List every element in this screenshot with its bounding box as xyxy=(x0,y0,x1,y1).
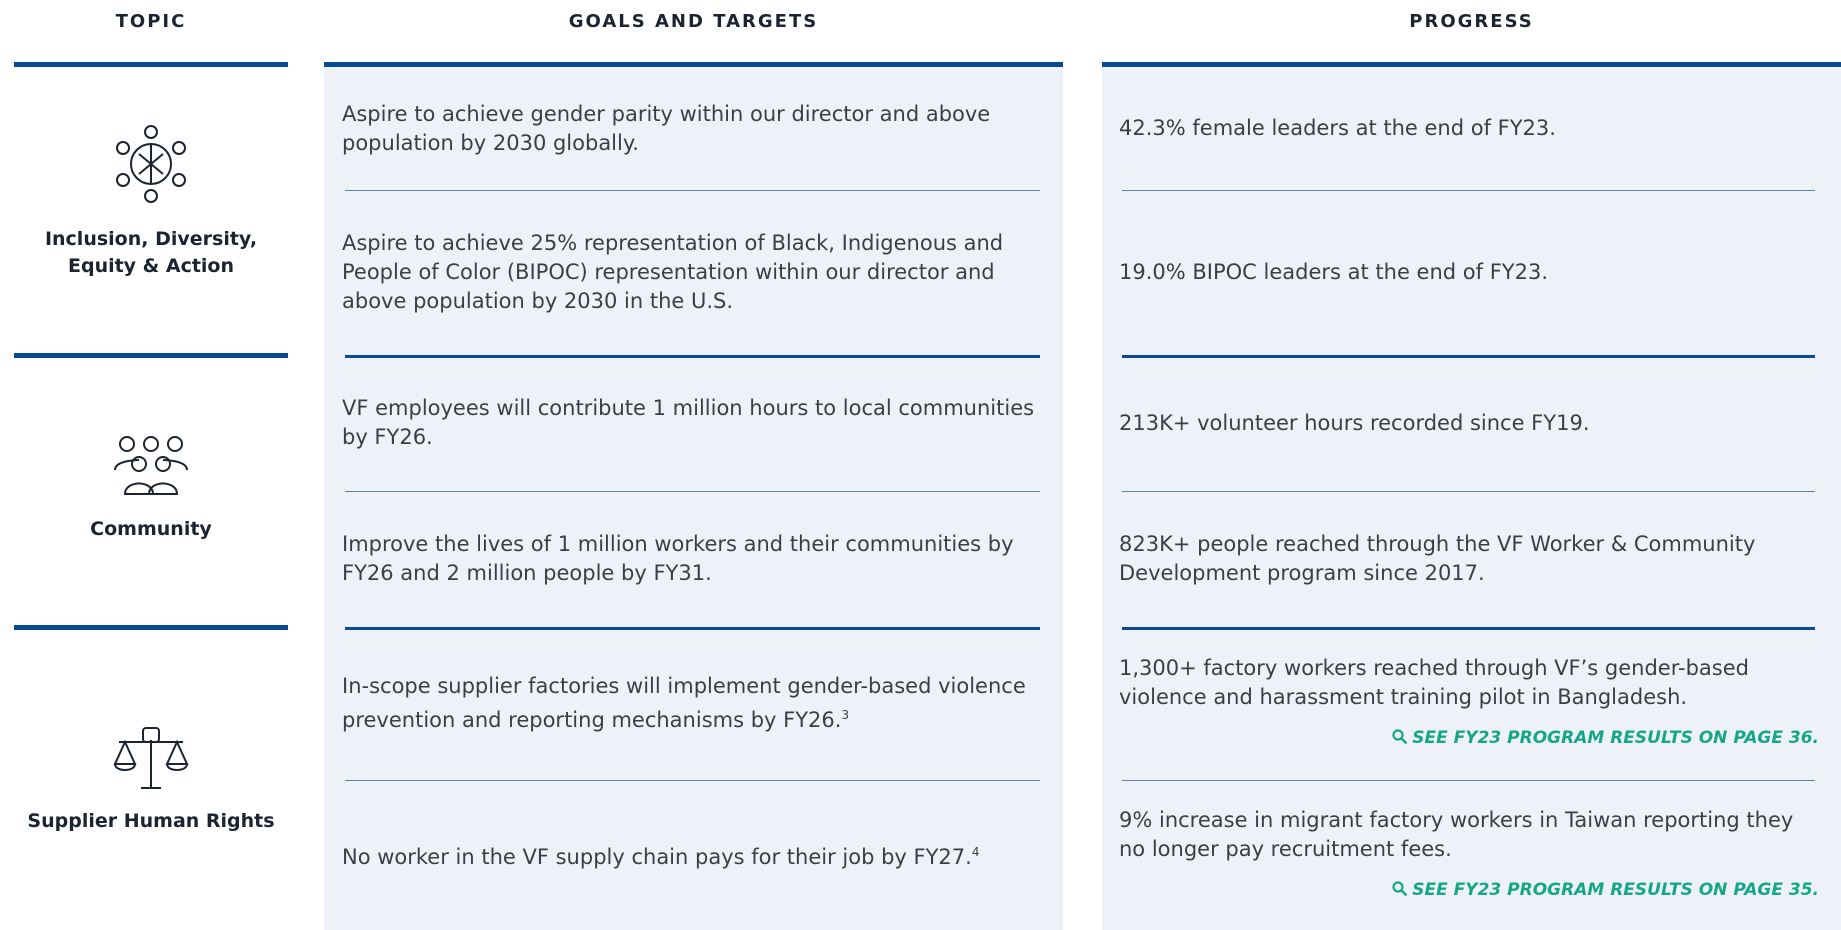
row-separator xyxy=(1122,355,1815,358)
goal: VF employees will contribute 1 million h… xyxy=(342,396,1035,449)
row-separator xyxy=(345,780,1040,781)
goal-text: Improve the lives of 1 million workers a… xyxy=(342,530,1042,588)
goal-text: No worker in the VF supply chain pays fo… xyxy=(342,838,979,872)
progress-cell: 1,300+ factory workers reached through V… xyxy=(1119,627,1819,780)
goal-cell: In-scope supplier factories will impleme… xyxy=(342,627,1042,780)
progress: 823K+ people reached through the VF Work… xyxy=(1119,532,1756,585)
progress-text: 823K+ people reached through the VF Work… xyxy=(1119,530,1819,588)
progress-cell: 19.0% BIPOC leaders at the end of FY23. xyxy=(1119,190,1819,355)
goal: In-scope supplier factories will impleme… xyxy=(342,674,1026,732)
goal: Improve the lives of 1 million workers a… xyxy=(342,532,1014,585)
row-separator xyxy=(1122,190,1815,191)
goal-text: Aspire to achieve gender parity within o… xyxy=(342,100,1042,158)
icon-diversity xyxy=(116,125,186,203)
progress: 1,300+ factory workers reached through V… xyxy=(1119,656,1749,709)
goal-text: In-scope supplier factories will impleme… xyxy=(342,672,1042,735)
goal-cell: VF employees will contribute 1 million h… xyxy=(342,355,1042,491)
progress-text: 42.3% female leaders at the end of FY23. xyxy=(1119,114,1819,143)
row-separator xyxy=(1122,780,1815,781)
search-icon xyxy=(1392,880,1408,896)
row-separator xyxy=(1122,627,1815,630)
topic-label: Supplier Human Rights xyxy=(27,810,275,832)
progress-text: 19.0% BIPOC leaders at the end of FY23. xyxy=(1119,258,1819,287)
icon-scales xyxy=(113,727,189,789)
progress-panel xyxy=(1102,62,1841,930)
goal-cell: Aspire to achieve 25% representation of … xyxy=(342,190,1042,355)
goal-text: Aspire to achieve 25% representation of … xyxy=(342,229,1042,316)
link-text: SEE FY23 PROGRAM RESULTS ON PAGE 35. xyxy=(1412,879,1819,900)
progress-cell: 9% increase in migrant factory workers i… xyxy=(1119,780,1819,930)
progress-text: 1,300+ factory workers reached through V… xyxy=(1119,654,1819,753)
progress-text: 213K+ volunteer hours recorded since FY1… xyxy=(1119,409,1819,438)
search-icon xyxy=(1392,729,1408,745)
progress: 19.0% BIPOC leaders at the end of FY23. xyxy=(1119,260,1549,284)
progress: 9% increase in migrant factory workers i… xyxy=(1119,807,1794,861)
topic-rule xyxy=(14,62,288,67)
goal-cell: No worker in the VF supply chain pays fo… xyxy=(342,780,1042,930)
row-separator xyxy=(345,491,1040,492)
topic-rule xyxy=(14,353,288,358)
row-separator xyxy=(345,355,1040,358)
header: PROGRESS xyxy=(1409,11,1534,32)
progress-cell: 42.3% female leaders at the end of FY23. xyxy=(1119,67,1819,190)
progress: 42.3% female leaders at the end of FY23. xyxy=(1119,116,1556,140)
goal: Aspire to achieve gender parity within o… xyxy=(342,101,991,155)
goal-cell: Improve the lives of 1 million workers a… xyxy=(342,491,1042,627)
footnote: 3 xyxy=(841,708,850,722)
header: TOPIC xyxy=(115,11,187,32)
goal-cell: Aspire to achieve gender parity within o… xyxy=(342,67,1042,190)
link[interactable]: SEE FY23 PROGRAM RESULTS ON PAGE 35. xyxy=(1119,876,1819,905)
goal: No worker in the VF supply chain pays fo… xyxy=(342,845,972,869)
goal-text: VF employees will contribute 1 million h… xyxy=(342,394,1042,452)
progress-text: 9% increase in migrant factory workers i… xyxy=(1119,806,1819,905)
row-separator xyxy=(345,627,1040,630)
topic-label: Community xyxy=(90,518,212,540)
row-separator xyxy=(345,190,1040,191)
progress-cell: 213K+ volunteer hours recorded since FY1… xyxy=(1119,355,1819,491)
header: GOALS AND TARGETS xyxy=(568,11,819,32)
link[interactable]: SEE FY23 PROGRAM RESULTS ON PAGE 36. xyxy=(1119,724,1819,753)
topic-label: Inclusion, Diversity, Equity & Action xyxy=(44,228,258,277)
progress-cell: 823K+ people reached through the VF Work… xyxy=(1119,491,1819,627)
goals-panel xyxy=(324,62,1063,930)
icon-community xyxy=(114,436,188,495)
row-separator xyxy=(1122,491,1815,492)
link-text: SEE FY23 PROGRAM RESULTS ON PAGE 36. xyxy=(1412,728,1819,748)
goal: Aspire to achieve 25% representation of … xyxy=(342,231,1004,313)
progress: 213K+ volunteer hours recorded since FY1… xyxy=(1119,410,1590,435)
topic-rule xyxy=(14,625,288,630)
footnote: 4 xyxy=(971,845,980,859)
